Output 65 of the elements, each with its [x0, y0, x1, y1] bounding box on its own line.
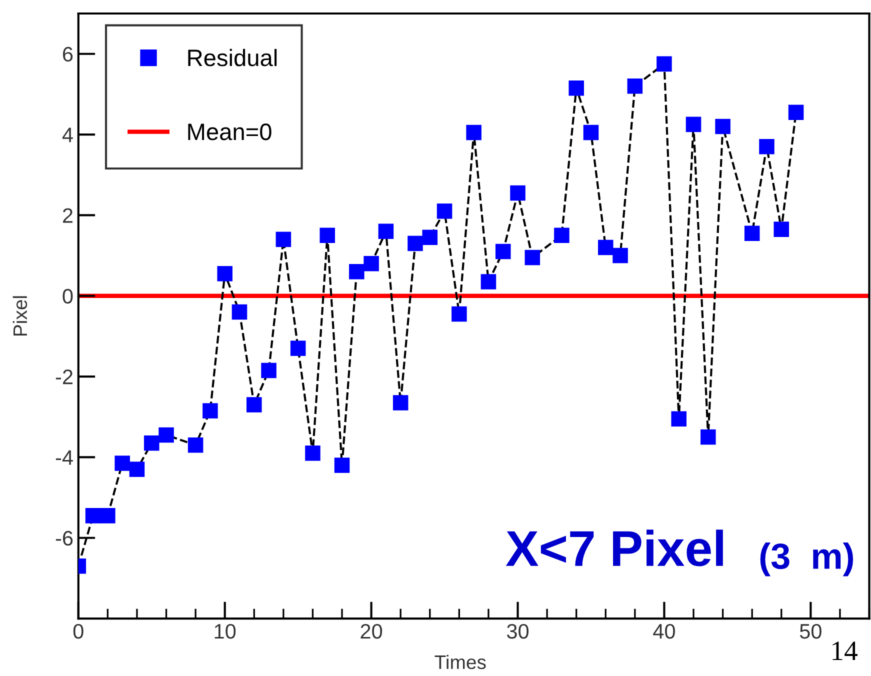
y-tick-label: 2: [62, 208, 72, 223]
y-axis-title: Pixel: [12, 296, 28, 336]
point: [144, 435, 160, 451]
point: [378, 224, 394, 239]
point: [305, 446, 320, 461]
point: [114, 456, 130, 471]
annotation: X<7 Pixel: [506, 530, 723, 566]
point: [452, 306, 467, 322]
point: [495, 244, 511, 260]
point: [583, 124, 599, 140]
point: [408, 236, 423, 252]
x-tick-label: 50: [800, 624, 822, 639]
point: [392, 395, 408, 410]
annotation: (3 m): [760, 542, 854, 576]
point: [217, 266, 232, 282]
point: [129, 462, 145, 477]
point: [671, 411, 687, 427]
y-tick-label: -4: [56, 450, 73, 465]
text: 14: [832, 642, 858, 660]
point: [188, 437, 204, 453]
point: [466, 124, 482, 140]
point: [261, 362, 276, 378]
point: [656, 56, 672, 72]
y-tick-label: 4: [62, 128, 73, 142]
point: [320, 228, 336, 243]
point: [744, 226, 760, 241]
y-tick-label: 6: [63, 46, 73, 62]
x-tick-label: 0: [73, 624, 84, 639]
x-axis-title: Times: [434, 654, 486, 670]
point: [554, 228, 570, 243]
y-tick-label: -2: [56, 370, 72, 384]
point: [246, 397, 262, 412]
point: [85, 508, 101, 524]
point: [276, 232, 292, 248]
point: [422, 230, 438, 246]
point: [627, 78, 643, 94]
x-tick-label: 40: [653, 624, 675, 639]
point: [480, 274, 496, 290]
point: [568, 80, 584, 96]
point: [612, 248, 628, 264]
point: [759, 138, 774, 154]
point: [232, 304, 248, 320]
point: [598, 240, 614, 256]
point: [334, 458, 350, 473]
legend-label: Mean=0: [188, 124, 272, 140]
point: [158, 427, 174, 443]
point: [686, 116, 702, 132]
point: [510, 185, 526, 201]
point: [774, 222, 790, 237]
point: [524, 250, 540, 266]
y-tick-label: 0: [62, 288, 73, 304]
point: [349, 264, 364, 280]
y-tick-label: -6: [56, 530, 73, 546]
point: [202, 403, 218, 418]
x-tick-label: 30: [506, 624, 529, 639]
legend-label: Residual: [188, 48, 277, 66]
point: [100, 508, 116, 524]
point: [364, 256, 379, 272]
point: [715, 118, 730, 134]
point: [290, 340, 306, 356]
x-tick-label: 10: [214, 624, 236, 639]
point: [700, 429, 716, 445]
point: [788, 104, 804, 120]
x-tick-label: 20: [360, 624, 382, 639]
point: [436, 204, 452, 219]
